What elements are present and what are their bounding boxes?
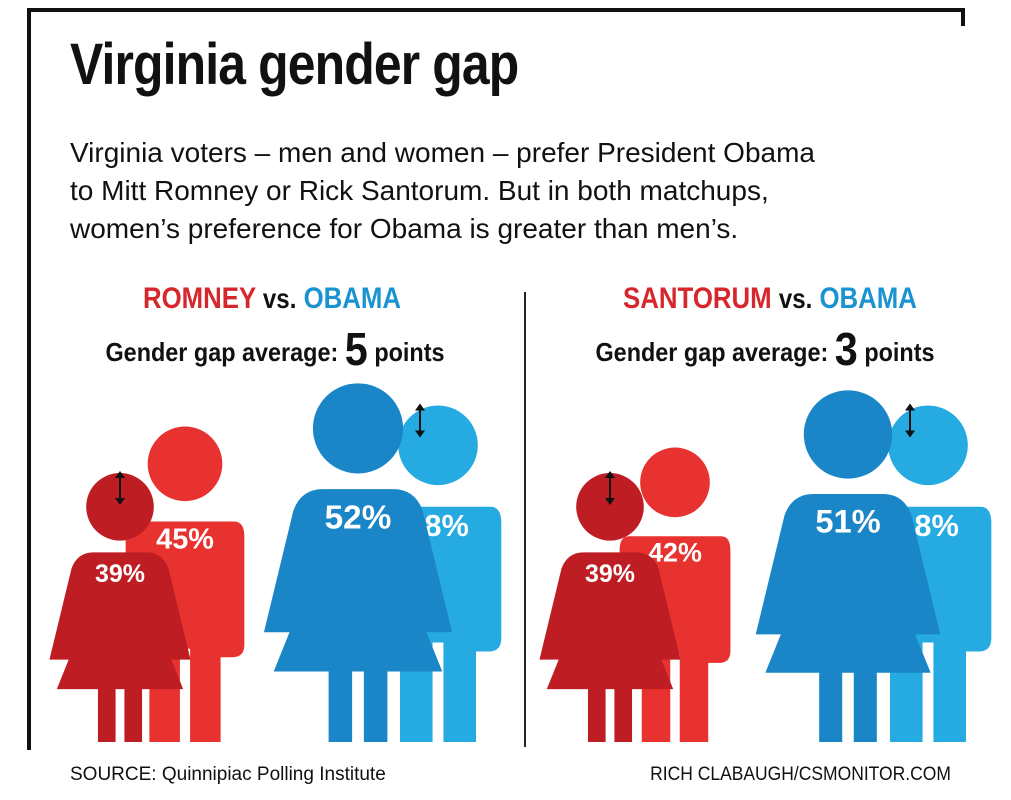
- figure-candidate-women: 39%: [539, 472, 681, 742]
- gap-arrow-candidate: [605, 470, 615, 505]
- matchup-title-santorum: SANTORUM vs. OBAMA: [589, 282, 950, 316]
- frame-left-border: [27, 8, 31, 750]
- frame-top-border: [27, 8, 965, 12]
- gap-unit: points: [864, 337, 935, 367]
- gender-gap-santorum: Gender gap average: 3 points: [563, 322, 968, 376]
- gap-arrow-obama: [905, 403, 915, 438]
- opponent-name: OBAMA: [303, 282, 402, 315]
- source-note: SOURCE: Quinnipiac Polling Institute: [70, 764, 386, 785]
- figure-obama-women: 51%: [755, 390, 941, 742]
- figure-obama-women-head: [803, 390, 893, 479]
- opponent-name: OBAMA: [819, 282, 917, 315]
- figure-candidate-women-head: [576, 472, 644, 541]
- intro-line-2: to Mitt Romney or Rick Santorum. But in …: [70, 175, 769, 206]
- figure-obama-women-body: [263, 489, 453, 742]
- figure-candidate-men-head: [640, 447, 710, 518]
- figure-obama-women-value-label: 51%: [815, 502, 880, 539]
- chart-title: Virginia gender gap: [70, 32, 519, 97]
- intro-line-1: Virginia voters – men and women – prefer…: [70, 137, 815, 168]
- gap-arrow-candidate: [115, 470, 125, 505]
- gap-value: 5: [344, 323, 368, 375]
- figure-candidate-women-head: [86, 472, 154, 541]
- candidate-name: ROMNEY: [142, 282, 256, 315]
- figure-candidate-women-body: [539, 552, 681, 742]
- pictogram-panel-santorum: 42% 39% 48% 51%: [530, 370, 1000, 750]
- gap-value: 3: [834, 323, 858, 375]
- pictogram-svg-santorum: 42%39%48%51%: [539, 390, 992, 742]
- figure-obama-women-head: [312, 383, 404, 474]
- gap-arrow-obama: [415, 403, 425, 438]
- gap-label: Gender gap average:: [595, 337, 829, 367]
- intro-text: Virginia voters – men and women – prefer…: [70, 134, 950, 248]
- figure-candidate-women-value-label: 39%: [95, 560, 145, 588]
- figure-obama-women-value-label: 52%: [325, 499, 392, 536]
- gap-unit: points: [374, 337, 445, 367]
- figure-obama-men-head: [398, 405, 478, 486]
- figure-obama-women-body: [755, 494, 941, 742]
- figure-candidate-women: 39%: [49, 472, 191, 742]
- pictogram-panel-romney: 45% 39% 48% 52%: [40, 370, 510, 750]
- candidate-name: SANTORUM: [623, 282, 772, 315]
- figure-candidate-men-value-label: 45%: [156, 524, 214, 556]
- credit-note: RICH CLABAUGH/CSMONITOR.COM: [650, 764, 951, 785]
- figure-obama-men-head: [888, 405, 968, 486]
- frame-right-border: [961, 8, 965, 26]
- panel-divider: [524, 292, 526, 747]
- vs-label: vs.: [778, 283, 813, 314]
- figure-candidate-men-value-label: 42%: [648, 538, 702, 568]
- intro-line-3: women’s preference for Obama is greater …: [70, 213, 739, 244]
- matchup-title-romney: ROMNEY vs. OBAMA: [100, 282, 444, 316]
- figure-candidate-women-body: [49, 552, 191, 742]
- gap-label: Gender gap average:: [105, 337, 339, 367]
- gender-gap-romney: Gender gap average: 5 points: [73, 322, 478, 376]
- vs-label: vs.: [262, 283, 297, 314]
- figure-candidate-men-head: [147, 426, 223, 502]
- figure-obama-women: 52%: [263, 383, 453, 742]
- figure-candidate-women-value-label: 39%: [585, 560, 635, 588]
- pictogram-svg-romney: 45%39%48%52%: [49, 383, 502, 742]
